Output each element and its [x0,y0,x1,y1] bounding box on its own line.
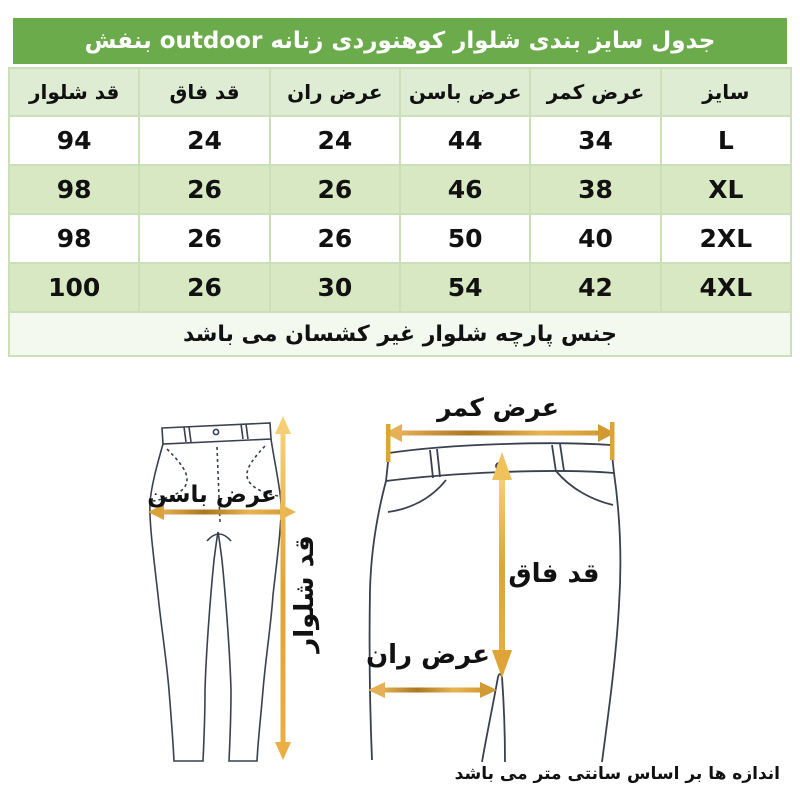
waist-width-label: عرض کمر [435,393,559,423]
size-chart-table: سایز عرض کمر عرض باسن عرض ران قد فاق قد … [7,67,793,357]
measurement-cell: 38 [529,164,662,215]
column-header-length: قد شلوار [7,67,141,117]
waistband-outline [384,442,616,483]
waist-width-arrow [385,422,615,462]
waistband-outline [161,422,272,445]
units-note: اندازه ها بر اساس سانتی متر می باشد [454,764,780,784]
button [212,428,220,436]
column-header-crotch: قد فاق [138,67,271,117]
side-seam [601,472,622,763]
size-cell: XL [659,164,793,215]
pocket-seam [246,445,279,497]
size-cell: 2XL [659,213,793,264]
measurement-cell: 50 [399,213,532,264]
measurement-cell: 30 [268,262,402,313]
pants-length-arrow [275,416,291,760]
thigh-width-label: عرض ران [366,640,490,670]
thigh-width-arrow [368,682,497,698]
measurement-cell: 24 [138,115,271,166]
measurement-cell: 100 [7,262,141,313]
column-header-thigh: عرض ران [268,67,402,117]
page-title: جدول سایز بندی شلوار کوهنوردی زنانه outd… [13,18,787,64]
measurement-diagrams: عرض باسن قد شلوار [147,393,622,763]
table-row: 2XL 40 50 26 26 98 [7,213,793,264]
belt-loop [183,426,192,443]
hip-width-label: عرض باسن [147,482,277,508]
fabric-note-row: جنس پارچه شلوار غیر کشسان می باشد [8,311,792,357]
measurement-cell: 26 [138,164,271,215]
measurement-cell: 94 [7,115,141,166]
belt-loop [551,443,565,473]
column-header-waist: عرض کمر [529,67,662,117]
measurement-cell: 24 [268,115,402,166]
size-cell: L [659,115,793,166]
table-row: XL 38 46 26 26 98 [7,164,793,215]
measurement-cell: 54 [399,262,532,313]
table-header-row: سایز عرض کمر عرض باسن عرض ران قد فاق قد … [7,67,793,117]
pocket-seam [152,448,188,502]
measurement-cell: 34 [529,115,662,166]
measurement-cell: 98 [7,213,141,264]
pocket-seam [387,479,447,513]
pocket-seam [555,470,614,506]
measurement-cell: 40 [529,213,662,264]
measurement-cell: 26 [138,213,271,264]
fabric-note: جنس پارچه شلوار غیر کشسان می باشد [8,311,792,357]
pants-full-front-diagram [149,422,282,762]
measurement-cell: 26 [268,213,402,264]
inseam [481,673,506,763]
column-header-size: سایز [659,67,793,117]
pants-outline [149,438,282,762]
crotch-length-arrow [492,452,512,678]
belt-loop [429,448,441,479]
size-cell: 4XL [659,262,793,313]
pants-waist-closeup-diagram [368,442,622,763]
column-header-hip: عرض باسن [399,67,532,117]
measurement-cell: 26 [138,262,271,313]
measurement-cell: 42 [529,262,662,313]
crotch-length-label: قد فاق [508,559,599,589]
measurement-cell: 98 [7,164,141,215]
crotch-seam [206,533,232,542]
side-seam [368,480,387,761]
belt-loop [240,423,249,440]
table-row: 4XL 42 54 30 26 100 [7,262,793,313]
measurement-cell: 26 [268,164,402,215]
measurement-cell: 44 [399,115,532,166]
pants-length-label: قد شلوار [290,535,320,654]
table-row: L 34 44 24 24 94 [7,115,793,166]
measurement-cell: 46 [399,164,532,215]
